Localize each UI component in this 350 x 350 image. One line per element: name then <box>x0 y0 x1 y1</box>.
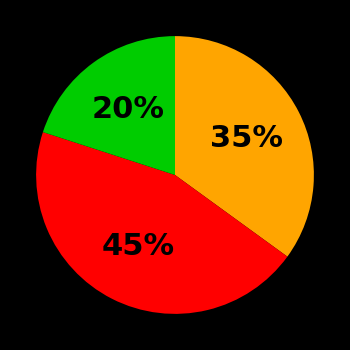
Wedge shape <box>36 132 287 314</box>
Text: 20%: 20% <box>91 95 164 124</box>
Wedge shape <box>43 36 175 175</box>
Text: 45%: 45% <box>102 232 175 261</box>
Text: 35%: 35% <box>210 124 283 153</box>
Wedge shape <box>175 36 314 257</box>
